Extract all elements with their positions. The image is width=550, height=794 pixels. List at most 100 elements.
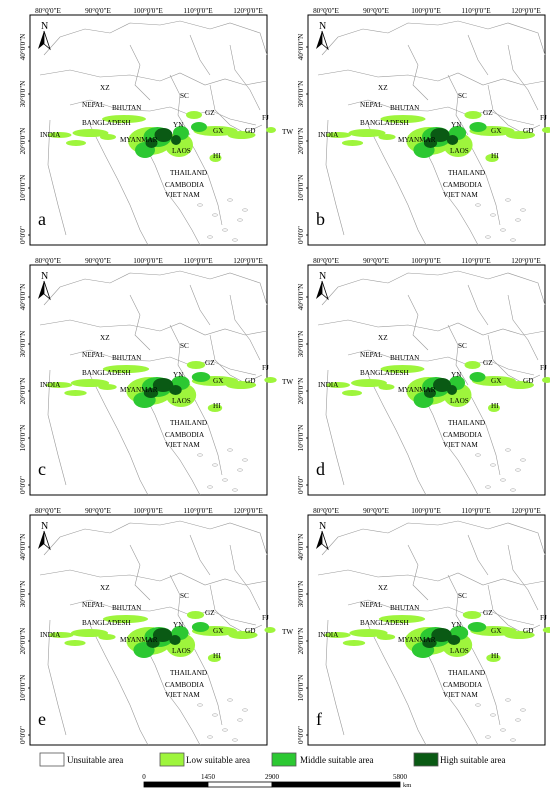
place-label: GX bbox=[213, 127, 224, 135]
place-label: CAMBODIA bbox=[443, 181, 483, 189]
map-panel-c: XZ NEPAL BHUTAN SC GZ FJ BANGLADESH GX GD TW INDIA… bbox=[5, 255, 293, 498]
island-outline bbox=[197, 703, 203, 707]
place-label: HI bbox=[213, 402, 221, 410]
boundary-line bbox=[69, 349, 257, 376]
map-panel-d: XZ NEPAL BHUTAN SC GZ FJ BANGLADESH GX GD TW INDIA… bbox=[283, 255, 550, 498]
place-label: THAILAND bbox=[448, 419, 485, 427]
boundary-line bbox=[189, 34, 211, 76]
boundary-line bbox=[417, 634, 479, 746]
scale-tick-label: 2900 bbox=[265, 773, 280, 781]
longitude-label: 110°0'0"E bbox=[461, 7, 491, 15]
island-outline bbox=[212, 713, 218, 717]
place-label: GX bbox=[491, 627, 502, 635]
suitability-patch-low bbox=[504, 631, 535, 639]
place-label: INDIA bbox=[40, 381, 61, 389]
place-label: XZ bbox=[378, 334, 388, 342]
suitability-patch-high bbox=[447, 635, 461, 645]
latitude-label: 40°0'0"N bbox=[297, 283, 305, 310]
island-outline bbox=[485, 735, 491, 739]
suitability-patch-low bbox=[488, 404, 500, 412]
place-label: BHUTAN bbox=[112, 104, 142, 112]
place-label: HI bbox=[213, 152, 221, 160]
suitability-patch-low bbox=[342, 390, 362, 396]
latitude-label: 0°0'0" bbox=[297, 726, 305, 744]
boundary-line bbox=[209, 584, 263, 634]
panel-letter: b bbox=[316, 209, 325, 229]
legend-swatch bbox=[159, 752, 185, 767]
place-label: SC bbox=[180, 592, 189, 600]
place-label: LAOS bbox=[450, 397, 469, 405]
place-label: SC bbox=[458, 342, 467, 350]
longitude-label: 90°0'0"E bbox=[363, 7, 389, 15]
suitability-patch-low bbox=[64, 390, 87, 396]
suitability-patch-low bbox=[351, 379, 387, 387]
scale-bar-segment bbox=[143, 781, 209, 788]
island-outline bbox=[227, 698, 233, 702]
place-label: TW bbox=[282, 378, 293, 386]
legend: Unsuitable area Low suitable area Middle s… bbox=[0, 748, 550, 794]
place-label: GZ bbox=[483, 109, 493, 117]
place-label: GZ bbox=[483, 359, 493, 367]
island-outline bbox=[207, 735, 213, 739]
place-label: MYANMAR bbox=[120, 136, 158, 144]
map-body: XZ NEPAL BHUTAN SC GZ FJ BANGLADESH GX GD TW INDIA… bbox=[38, 270, 293, 496]
suitability-patch-high bbox=[431, 628, 452, 642]
suitability-patch-high bbox=[430, 128, 450, 142]
place-label: GX bbox=[213, 377, 224, 385]
panel-letter: c bbox=[38, 459, 46, 479]
island-outline bbox=[505, 198, 511, 202]
place-label: YN bbox=[451, 371, 462, 379]
map-figure: XZ NEPAL BHUTAN SC GZ FJ BANGLADESH GX GD TW INDIA… bbox=[19, 507, 293, 746]
scale-tick-label: 0 bbox=[142, 773, 146, 781]
island-outline bbox=[500, 228, 506, 232]
longitude-label: 80°0'0"E bbox=[313, 507, 339, 515]
place-label: GX bbox=[491, 377, 502, 385]
place-label: FJ bbox=[540, 114, 547, 122]
island-outline bbox=[490, 713, 496, 717]
place-label: BANGLADESH bbox=[82, 369, 131, 377]
place-label: INDIA bbox=[318, 381, 339, 389]
boundary-line bbox=[407, 44, 429, 101]
boundary-line bbox=[209, 84, 263, 134]
suitability-patch-high bbox=[423, 138, 438, 148]
boundary-line bbox=[139, 134, 201, 246]
longitude-label: 120°0'0"E bbox=[233, 7, 263, 15]
boundary-line bbox=[347, 99, 535, 126]
boundary-line bbox=[447, 324, 469, 386]
boundary-line bbox=[89, 624, 149, 746]
island-outline bbox=[242, 208, 248, 212]
place-label: SC bbox=[458, 592, 467, 600]
place-label: GD bbox=[245, 377, 255, 385]
suitability-patch-high bbox=[143, 388, 159, 398]
boundary-line bbox=[321, 520, 546, 556]
suitability-patch-high bbox=[422, 638, 437, 648]
boundary-line bbox=[417, 384, 479, 496]
place-label: INDIA bbox=[318, 131, 339, 139]
latitude-label: 40°0'0"N bbox=[19, 33, 27, 60]
longitude-label: 80°0'0"E bbox=[35, 7, 61, 15]
suitability-patch-low bbox=[207, 654, 222, 662]
latitude-label: 0°0'0" bbox=[297, 476, 305, 494]
place-label: YN bbox=[173, 121, 184, 129]
suitability-patch-low bbox=[100, 134, 116, 140]
boundary-line bbox=[321, 270, 546, 306]
suitability-patch-low bbox=[341, 140, 364, 146]
north-arrow-icon: N bbox=[316, 21, 329, 51]
island-outline bbox=[232, 738, 238, 742]
place-label: FJ bbox=[540, 364, 547, 372]
boundary-line bbox=[169, 74, 191, 136]
place-label: BANGLADESH bbox=[360, 119, 409, 127]
legend-label: High suitable area bbox=[440, 755, 505, 765]
map-figure: XZ NEPAL BHUTAN SC GZ FJ BANGLADESH GX GD TW INDIA… bbox=[19, 257, 293, 496]
island-outline bbox=[475, 203, 481, 207]
suitability-patch-low bbox=[349, 629, 388, 637]
boundary-line bbox=[487, 584, 541, 634]
suitability-patch-low bbox=[326, 382, 350, 388]
scale-bar-segment bbox=[207, 781, 273, 788]
boundary-line bbox=[69, 99, 257, 126]
latitude-label: 30°0'0"N bbox=[19, 330, 27, 357]
latitude-label: 10°0'0"N bbox=[297, 674, 305, 701]
boundary-line bbox=[139, 384, 201, 496]
island-outline bbox=[490, 463, 496, 467]
place-label: BHUTAN bbox=[390, 104, 420, 112]
